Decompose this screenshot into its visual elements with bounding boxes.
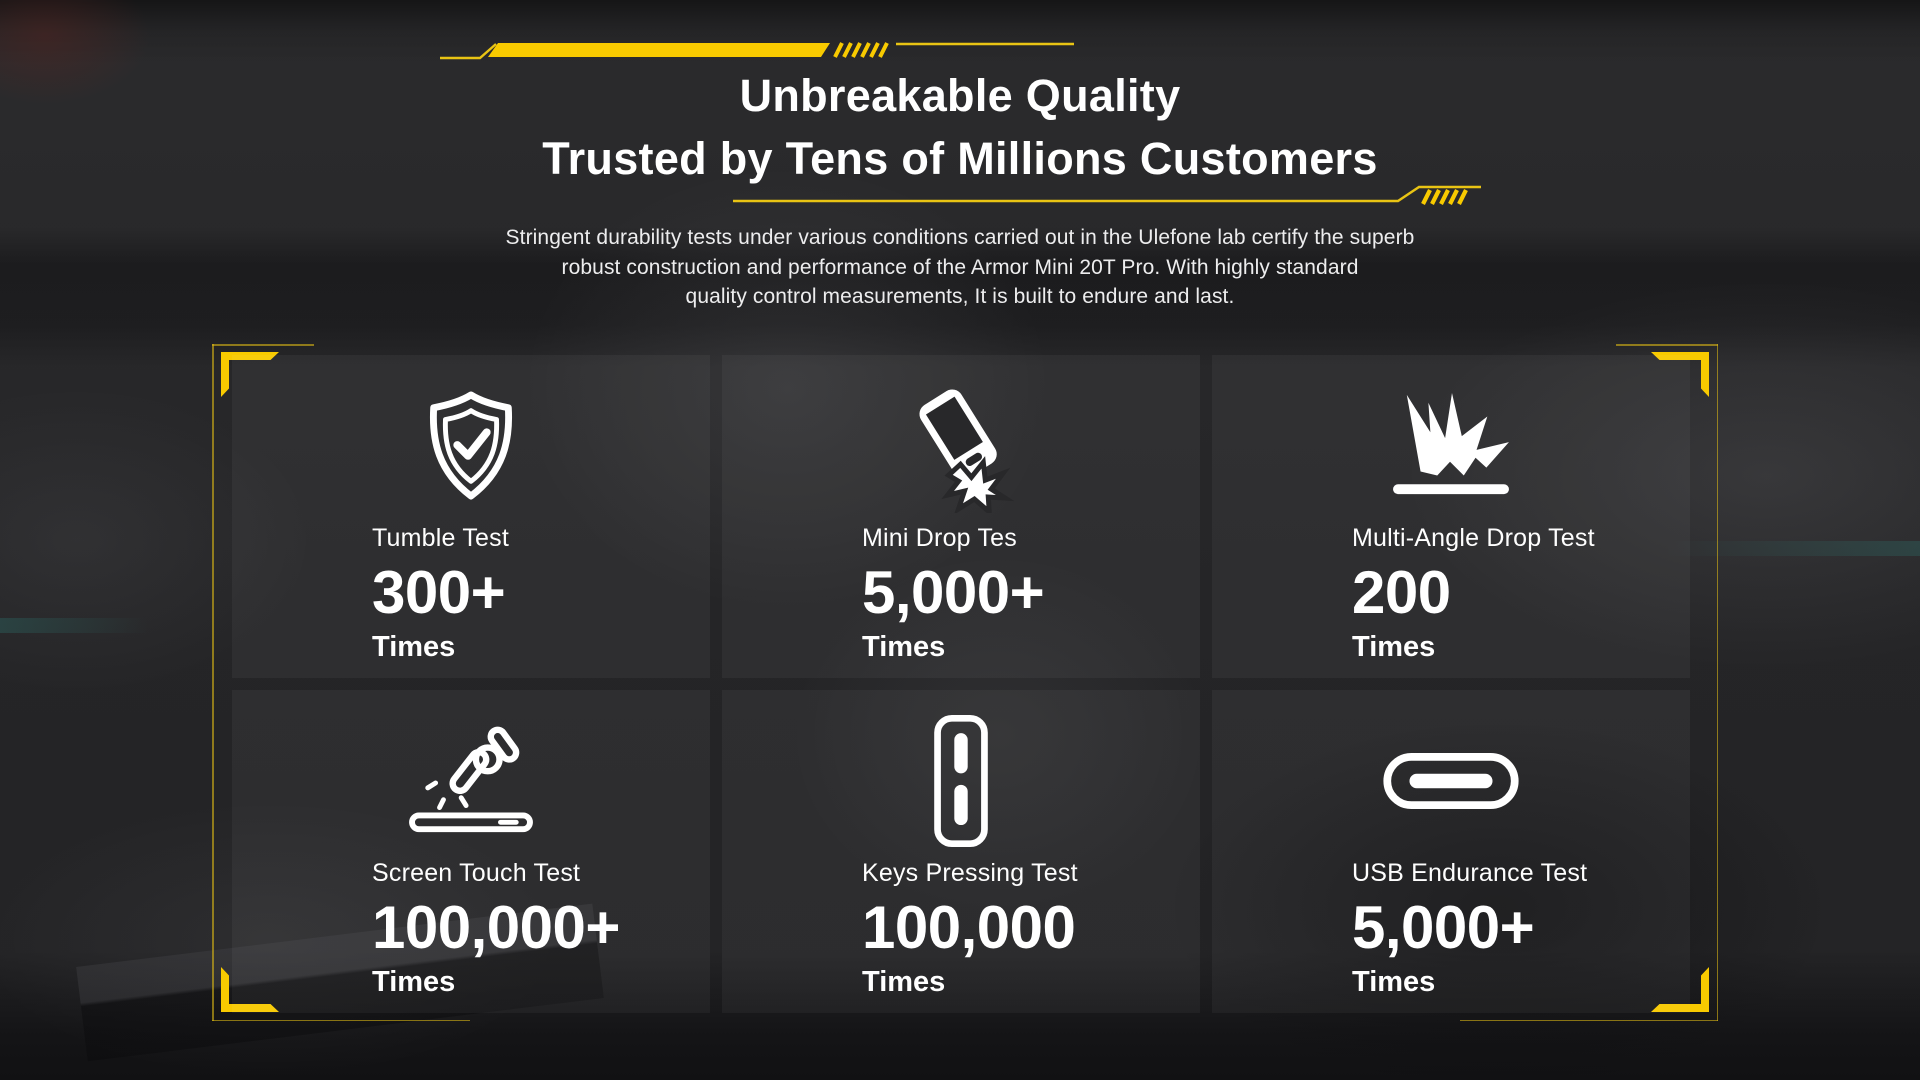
phone-drop-icon xyxy=(919,389,1015,513)
corner-bracket-bottom-right xyxy=(1651,967,1709,1012)
test-unit: Times xyxy=(862,966,946,998)
subtitle-accent-line xyxy=(733,185,1481,205)
test-unit: Times xyxy=(372,631,456,663)
frame-line-top-left xyxy=(212,344,314,346)
shield-check-icon xyxy=(429,391,513,500)
description-line-1: Stringent durability tests under various… xyxy=(505,226,1415,249)
description-line-3: quality control measurements, It is buil… xyxy=(685,285,1235,308)
test-value: 100,000+ xyxy=(372,894,620,961)
frame-line-left xyxy=(212,344,214,1021)
test-name: Keys Pressing Test xyxy=(862,859,1078,887)
background-teal-strip-left xyxy=(0,618,148,633)
frame-line-bottom-right xyxy=(1460,1019,1718,1021)
section-title-line-1: Unbreakable Quality xyxy=(739,70,1181,121)
background-teal-strip-right xyxy=(1665,541,1920,556)
section-title: Unbreakable Quality Trusted by Tens of M… xyxy=(0,64,1920,190)
impact-burst-icon xyxy=(1393,392,1509,495)
test-unit: Times xyxy=(1352,966,1436,998)
test-results-panel: Tumble Test 300+ Times xyxy=(212,344,1718,1021)
test-card-multi-angle-drop: Multi-Angle Drop Test 200 Times xyxy=(1212,355,1690,678)
test-name: Screen Touch Test xyxy=(372,859,581,887)
test-card-keys-pressing: Keys Pressing Test 100,000 Times xyxy=(722,690,1200,1013)
frame-line-bottom-left xyxy=(212,1019,470,1021)
frame-line-right xyxy=(1716,344,1718,1021)
test-cards-grid: Tumble Test 300+ Times xyxy=(232,355,1690,1013)
usb-c-port-icon xyxy=(1383,753,1519,809)
test-value: 5,000+ xyxy=(862,559,1045,626)
corner-bracket-top-right xyxy=(1651,352,1709,397)
touch-finger-icon xyxy=(409,726,533,833)
test-name: Tumble Test xyxy=(372,524,509,552)
test-card-usb-endurance: USB Endurance Test 5,000+ Times xyxy=(1212,690,1690,1013)
test-card-screen-touch: Screen Touch Test 100,000+ Times xyxy=(232,690,710,1013)
test-card-tumble: Tumble Test 300+ Times xyxy=(232,355,710,678)
test-value: 100,000 xyxy=(862,894,1076,961)
test-unit: Times xyxy=(862,631,946,663)
corner-bracket-bottom-left xyxy=(221,967,279,1012)
description-line-2: robust construction and performance of t… xyxy=(561,255,1359,279)
section-description: Stringent durability tests under various… xyxy=(0,223,1920,312)
test-unit: Times xyxy=(372,966,456,998)
side-keys-icon xyxy=(934,714,988,848)
header-accent-line xyxy=(440,42,1074,60)
test-card-mini-drop: Mini Drop Tes 5,000+ Times xyxy=(722,355,1200,678)
test-value: 300+ xyxy=(372,559,506,626)
frame-line-top-right xyxy=(1616,344,1718,346)
test-name: Multi-Angle Drop Test xyxy=(1352,524,1595,552)
test-name: USB Endurance Test xyxy=(1352,859,1588,887)
test-unit: Times xyxy=(1352,631,1436,663)
test-value: 5,000+ xyxy=(1352,894,1535,961)
test-name: Mini Drop Tes xyxy=(862,524,1017,552)
test-value: 200 xyxy=(1352,559,1451,626)
corner-bracket-top-left xyxy=(221,352,279,397)
section-title-line-2: Trusted by Tens of Millions Customers xyxy=(542,133,1378,184)
